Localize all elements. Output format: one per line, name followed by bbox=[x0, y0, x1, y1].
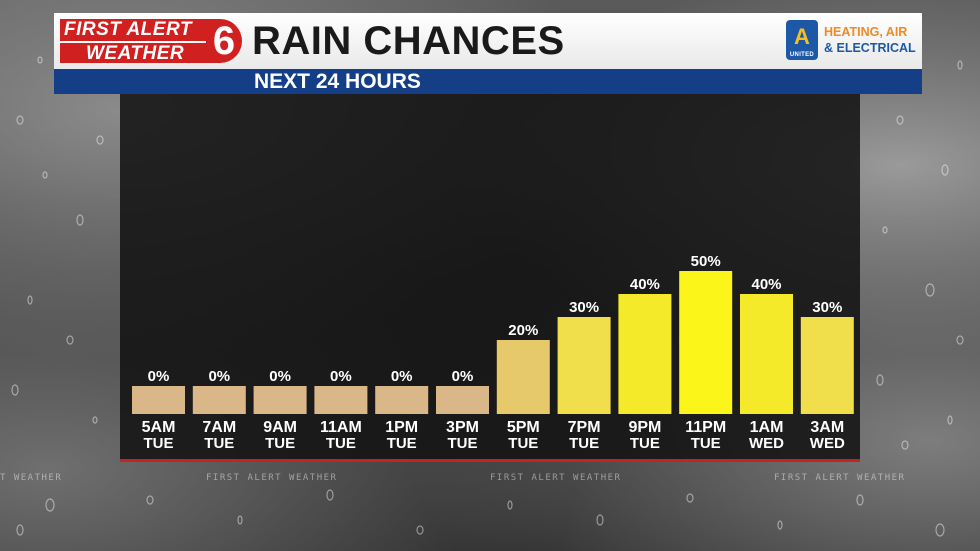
x-tick-time-label: 5PM bbox=[507, 419, 540, 436]
bar-value-label: 0% bbox=[208, 368, 230, 385]
bar-value-label: 20% bbox=[508, 322, 538, 339]
bar-value-label: 0% bbox=[330, 368, 352, 385]
x-tick-time-label: 1PM bbox=[385, 419, 418, 436]
bar-value-label: 0% bbox=[148, 368, 170, 385]
x-tick-time-label: 5AM bbox=[142, 419, 176, 436]
bar-value-label: 40% bbox=[630, 276, 660, 293]
bar-value-label: 50% bbox=[691, 253, 721, 270]
header-bar: FIRST ALERT WEATHER 6 RAIN CHANCES A UNI… bbox=[54, 13, 922, 69]
x-tick-day-label: TUE bbox=[265, 435, 295, 452]
x-tick-time-label: 11AM bbox=[320, 419, 362, 436]
first-alert-weather-logo: FIRST ALERT WEATHER 6 bbox=[60, 19, 242, 64]
x-tick-day-label: TUE bbox=[691, 435, 721, 452]
logo-channel-number: 6 bbox=[206, 19, 242, 63]
x-tick-time-label: 3PM bbox=[446, 419, 479, 436]
sponsor-logo: A UNITED HEATING, AIR & ELECTRICAL bbox=[786, 20, 916, 62]
x-tick-time-label: 1AM bbox=[750, 419, 784, 436]
sponsor-badge-letter: A bbox=[794, 24, 810, 49]
bar-5am bbox=[132, 386, 185, 414]
bar-value-label: 0% bbox=[452, 368, 474, 385]
bar-9am bbox=[253, 386, 307, 414]
x-tick-day-label: TUE bbox=[508, 435, 538, 452]
watermark-4: FIRST ALERT WEATHER bbox=[774, 473, 906, 483]
bar-3am bbox=[800, 317, 854, 414]
sponsor-text: HEATING, AIR & ELECTRICAL bbox=[824, 24, 920, 56]
bar-1pm bbox=[375, 386, 429, 414]
bar-11pm bbox=[679, 271, 733, 414]
bar-7pm bbox=[557, 317, 611, 414]
bar-3pm bbox=[436, 386, 489, 414]
x-tick-day-label: WED bbox=[749, 435, 784, 452]
x-tick-time-label: 7AM bbox=[202, 419, 236, 436]
watermark-2: FIRST ALERT WEATHER bbox=[206, 473, 338, 483]
x-tick-day-label: TUE bbox=[387, 435, 417, 452]
sponsor-badge-icon: A UNITED bbox=[786, 20, 818, 60]
sponsor-badge-small: UNITED bbox=[789, 52, 815, 58]
bar-value-label: 40% bbox=[751, 276, 781, 293]
bar-value-label: 0% bbox=[269, 368, 291, 385]
x-tick-day-label: TUE bbox=[144, 435, 174, 452]
x-tick-time-label: 11PM bbox=[685, 419, 726, 436]
bar-9pm bbox=[618, 294, 672, 414]
bar-value-label: 0% bbox=[391, 368, 413, 385]
x-tick-time-label: 9PM bbox=[628, 419, 661, 436]
page-subtitle: NEXT 24 HOURS bbox=[254, 70, 421, 93]
bar-11am bbox=[314, 386, 368, 414]
watermark-1: T WEATHER bbox=[0, 473, 63, 483]
bar-1am bbox=[740, 294, 793, 414]
chart-panel: 0% 5AM TUE 0% 7AM TUE 0% 9AM TUE 0% 11AM TUE 0% 1PM TU… bbox=[120, 94, 860, 460]
x-tick-time-label: 9AM bbox=[263, 419, 297, 436]
x-tick-day-label: TUE bbox=[448, 435, 478, 452]
bar-7am bbox=[192, 386, 246, 414]
chart-bottom-rule bbox=[120, 459, 860, 462]
rain-chance-chart: 0%5AMTUE0%7AMTUE0%9AMTUE0%11AMTUE0%1PMTU… bbox=[132, 253, 854, 452]
bar-5pm bbox=[496, 340, 550, 414]
x-tick-time-label: 3AM bbox=[810, 419, 844, 436]
sponsor-line2: & ELECTRICAL bbox=[824, 41, 916, 55]
x-tick-day-label: TUE bbox=[569, 435, 599, 452]
x-tick-day-label: TUE bbox=[326, 435, 356, 452]
subtitle-bar: NEXT 24 HOURS bbox=[54, 69, 922, 94]
sponsor-line1: HEATING, AIR bbox=[824, 25, 908, 39]
page-title: RAIN CHANCES bbox=[252, 19, 565, 63]
x-tick-time-label: 7PM bbox=[568, 419, 601, 436]
logo-line2: WEATHER bbox=[60, 41, 210, 64]
x-tick-day-label: TUE bbox=[204, 435, 234, 452]
bar-value-label: 30% bbox=[569, 299, 599, 316]
watermark-3: FIRST ALERT WEATHER bbox=[490, 473, 622, 483]
bar-value-label: 30% bbox=[812, 299, 842, 316]
x-tick-day-label: WED bbox=[810, 435, 845, 452]
logo-line1: FIRST ALERT bbox=[60, 19, 210, 41]
x-tick-day-label: TUE bbox=[630, 435, 660, 452]
